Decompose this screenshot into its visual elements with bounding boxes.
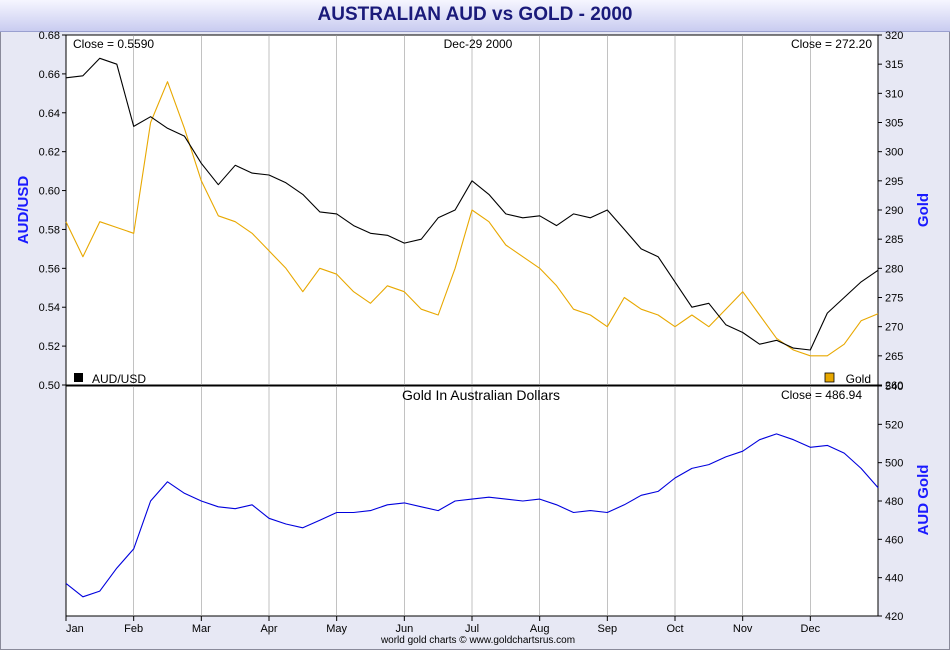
title-bar: AUSTRALIAN AUD vs GOLD - 2000 [0,0,950,32]
y-tick-right-label: 305 [885,118,903,130]
y-tick-aud-gold-label: 520 [885,419,903,431]
y-tick-aud-gold-label: 480 [885,496,903,508]
bottom-header-right: Close = 486.94 [781,388,862,402]
bottom-title: Gold In Australian Dollars [402,387,560,403]
legend-aud-label: AUD/USD [92,372,146,386]
x-tick-label: May [326,623,347,635]
y-tick-left-label: 0.68 [39,30,60,42]
y-tick-left-label: 0.64 [39,108,60,120]
y-tick-left-label: 0.62 [39,147,60,159]
y-tick-right-label: 280 [885,263,903,275]
x-tick-label: Nov [733,623,753,635]
y-tick-right-label: 300 [885,147,903,159]
y-tick-right-label: 290 [885,205,903,217]
y-tick-left-label: 0.60 [39,186,60,198]
y-tick-left-label: 0.58 [39,224,60,236]
series-line-aud-usd [65,57,879,351]
y-tick-left-label: 0.52 [39,341,60,353]
y-tick-right-label: 295 [885,176,903,188]
x-tick-label: Oct [666,623,683,635]
top-header-left: Close = 0.5590 [73,37,154,51]
y-tick-aud-gold-label: 460 [885,534,903,546]
y-tick-right-label: 320 [885,30,903,42]
y-tick-aud-gold-label: 440 [885,573,903,585]
chart-title: AUSTRALIAN AUD vs GOLD - 2000 [317,4,633,25]
y-tick-right-label: 315 [885,59,903,71]
legend-aud-swatch [74,373,83,382]
x-tick-label: Jan [66,623,84,635]
y-tick-left-label: 0.66 [39,69,60,81]
y-axis-left-title: AUD/USD [15,176,32,245]
legend-gold-label: Gold [846,372,871,386]
y-tick-aud-gold-label: 500 [885,458,903,470]
y-tick-aud-gold-label: 540 [885,381,903,393]
x-tick-label: Jun [395,623,413,635]
y-tick-right-label: 310 [885,88,903,100]
x-tick-label: Dec [801,623,821,635]
series-line-gold [65,81,879,357]
y-tick-right-label: 270 [885,322,903,334]
x-tick-label: Feb [124,623,143,635]
y-axis-right-title: Gold [915,193,932,227]
x-tick-label: Sep [598,623,618,635]
y-tick-right-label: 265 [885,351,903,363]
y-tick-right-label: 260 [885,380,903,392]
top-header-center: Dec-29 2000 [444,37,513,51]
legend-gold-swatch [824,372,835,383]
x-tick-label: Mar [192,623,211,635]
series-line-aud-gold [65,433,879,598]
y-tick-left-label: 0.56 [39,263,60,275]
y-tick-right-label: 285 [885,234,903,246]
x-tick-label: Apr [260,623,277,635]
y-axis-aud-gold-title: AUD Gold [915,465,932,536]
y-tick-left-label: 0.54 [39,302,60,314]
top-header-right: Close = 272.20 [791,37,872,51]
x-tick-label: Aug [530,623,550,635]
y-tick-right-label: 275 [885,293,903,305]
footer-credit: world gold charts © www.goldchartsrus.co… [380,635,575,646]
y-tick-aud-gold-label: 420 [885,611,903,623]
x-tick-label: Jul [465,623,479,635]
y-tick-left-label: 0.50 [39,380,60,392]
